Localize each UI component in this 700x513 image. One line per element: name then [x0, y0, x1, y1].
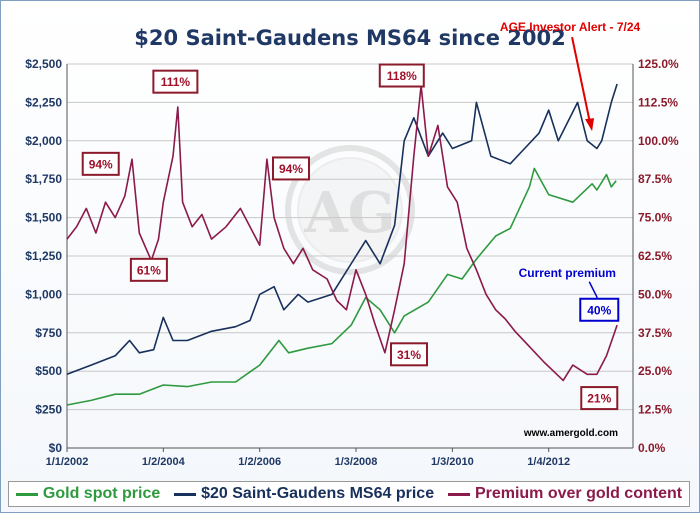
legend-label-coin: $20 Saint-Gaudens MS64 price — [201, 485, 435, 502]
legend-swatch-premium — [447, 492, 470, 496]
legend-item-coin: $20 Saint-Gaudens MS64 price — [174, 485, 434, 503]
current-premium-label: Current premium — [519, 266, 616, 280]
x-tick-label: 1/3/2010 — [431, 456, 474, 468]
current-premium-arrow — [588, 281, 598, 299]
premium-callout-box — [378, 63, 425, 88]
current-premium-annotation: Current premium 40% — [519, 266, 620, 322]
y-right-tick-label: 87.5% — [638, 172, 672, 186]
premium-callout-label: 118% — [387, 69, 417, 83]
gold-spot-line — [66, 167, 617, 406]
premium-callout-box — [271, 156, 310, 181]
source-label: www.amergold.com — [523, 428, 618, 439]
y-left-tick-labels: $0 $250 $500 $750 $1,000 $1,250 $1,500 $1,750 $2… — [25, 57, 62, 455]
coin-price-line — [66, 83, 618, 376]
legend-swatch-gold — [15, 492, 38, 496]
y-left-tick-label: $1,750 — [25, 172, 62, 186]
x-tick-labels: 1/1/2002 1/2/2004 1/2/2006 1/3/2008 1/3/2010… — [46, 448, 570, 468]
y-left-tick-label: $1,000 — [25, 287, 62, 301]
y-left-tick-label: $500 — [35, 364, 62, 378]
gridlines — [66, 63, 634, 449]
legend-label-premium: Premium over gold content — [474, 485, 683, 502]
current-premium-box — [579, 297, 620, 322]
premium-callouts: 94% 111% 61% 94% 118% 31% 21% — [81, 63, 619, 411]
chart-svg: $20 Saint-Gaudens MS64 since 2002 AG $0$… — [25, 20, 679, 468]
investor-alert-annotation: AGE Investor Alert - 7/24 — [500, 20, 641, 132]
current-premium-value: 40% — [587, 303, 611, 317]
y-left-tick-label: $2,250 — [25, 95, 62, 109]
y-left-tick-label: $2,500 — [25, 57, 62, 71]
y-right-tick-label: 100.0% — [638, 134, 679, 148]
y-left-tick-label: $2,000 — [25, 134, 62, 148]
investor-alert-arrowhead — [585, 118, 595, 132]
premium-callout-label: 31% — [397, 348, 421, 362]
y-left-tick-label: $250 — [35, 403, 62, 417]
watermark-letters: AG — [303, 180, 395, 246]
premium-callout-box — [129, 257, 168, 282]
y-right-tick-label: 0.0% — [638, 441, 666, 455]
y-right-tick-label: 37.5% — [638, 326, 672, 340]
premium-callout-box — [81, 151, 120, 176]
y-right-tick-label: 12.5% — [638, 403, 672, 417]
premium-callout-box — [390, 342, 429, 367]
x-tick-label: 1/3/2008 — [335, 456, 378, 468]
x-tick-label: 1/4/2012 — [527, 456, 570, 468]
legend-item-premium: Premium over gold content — [447, 485, 683, 503]
series-lines — [66, 83, 618, 406]
legend-swatch-coin — [174, 492, 197, 496]
premium-callout-label: 111% — [161, 75, 191, 89]
y-left-tick-label: $750 — [35, 326, 62, 340]
chart-title: $20 Saint-Gaudens MS64 since 2002 — [134, 26, 565, 50]
premium-callout-box — [152, 69, 199, 94]
y-right-tick-label: 125.0% — [638, 57, 679, 71]
y-left-tick-label: $0 — [49, 441, 63, 455]
premium-callout-label: 21% — [587, 392, 611, 406]
premium-callout-label: 61% — [137, 263, 161, 277]
x-tick-label: 1/2/2006 — [238, 456, 281, 468]
premium-callout-box — [580, 386, 619, 411]
y-right-tick-label: 62.5% — [638, 249, 672, 263]
legend-label-gold: Gold spot price — [42, 485, 161, 502]
y-right-tick-label: 25.0% — [638, 364, 672, 378]
watermark-logo: AG — [285, 145, 415, 275]
legend: Gold spot price $20 Saint-Gaudens MS64 p… — [8, 481, 690, 507]
legend-item-gold: Gold spot price — [15, 485, 161, 503]
y-left-tick-label: $1,250 — [25, 249, 62, 263]
x-tick-label: 1/1/2002 — [46, 456, 89, 468]
y-right-tick-label: 50.0% — [638, 287, 672, 301]
premium-callout-label: 94% — [89, 157, 113, 171]
y-right-tick-label: 75.0% — [638, 211, 672, 225]
investor-alert-label: AGE Investor Alert - 7/24 — [500, 20, 641, 34]
premium-callout-label: 94% — [279, 162, 303, 176]
y-right-tick-label: 112.5% — [638, 95, 678, 109]
premium-line — [66, 84, 618, 382]
y-right-tick-labels: 0.0% 12.5% 25.0% 37.5% 50.0% 62.5% 75.0% 87.5% 1… — [638, 57, 679, 455]
investor-alert-arrow — [571, 36, 592, 124]
x-tick-label: 1/2/2004 — [142, 456, 186, 468]
y-left-tick-label: $1,500 — [25, 211, 62, 225]
